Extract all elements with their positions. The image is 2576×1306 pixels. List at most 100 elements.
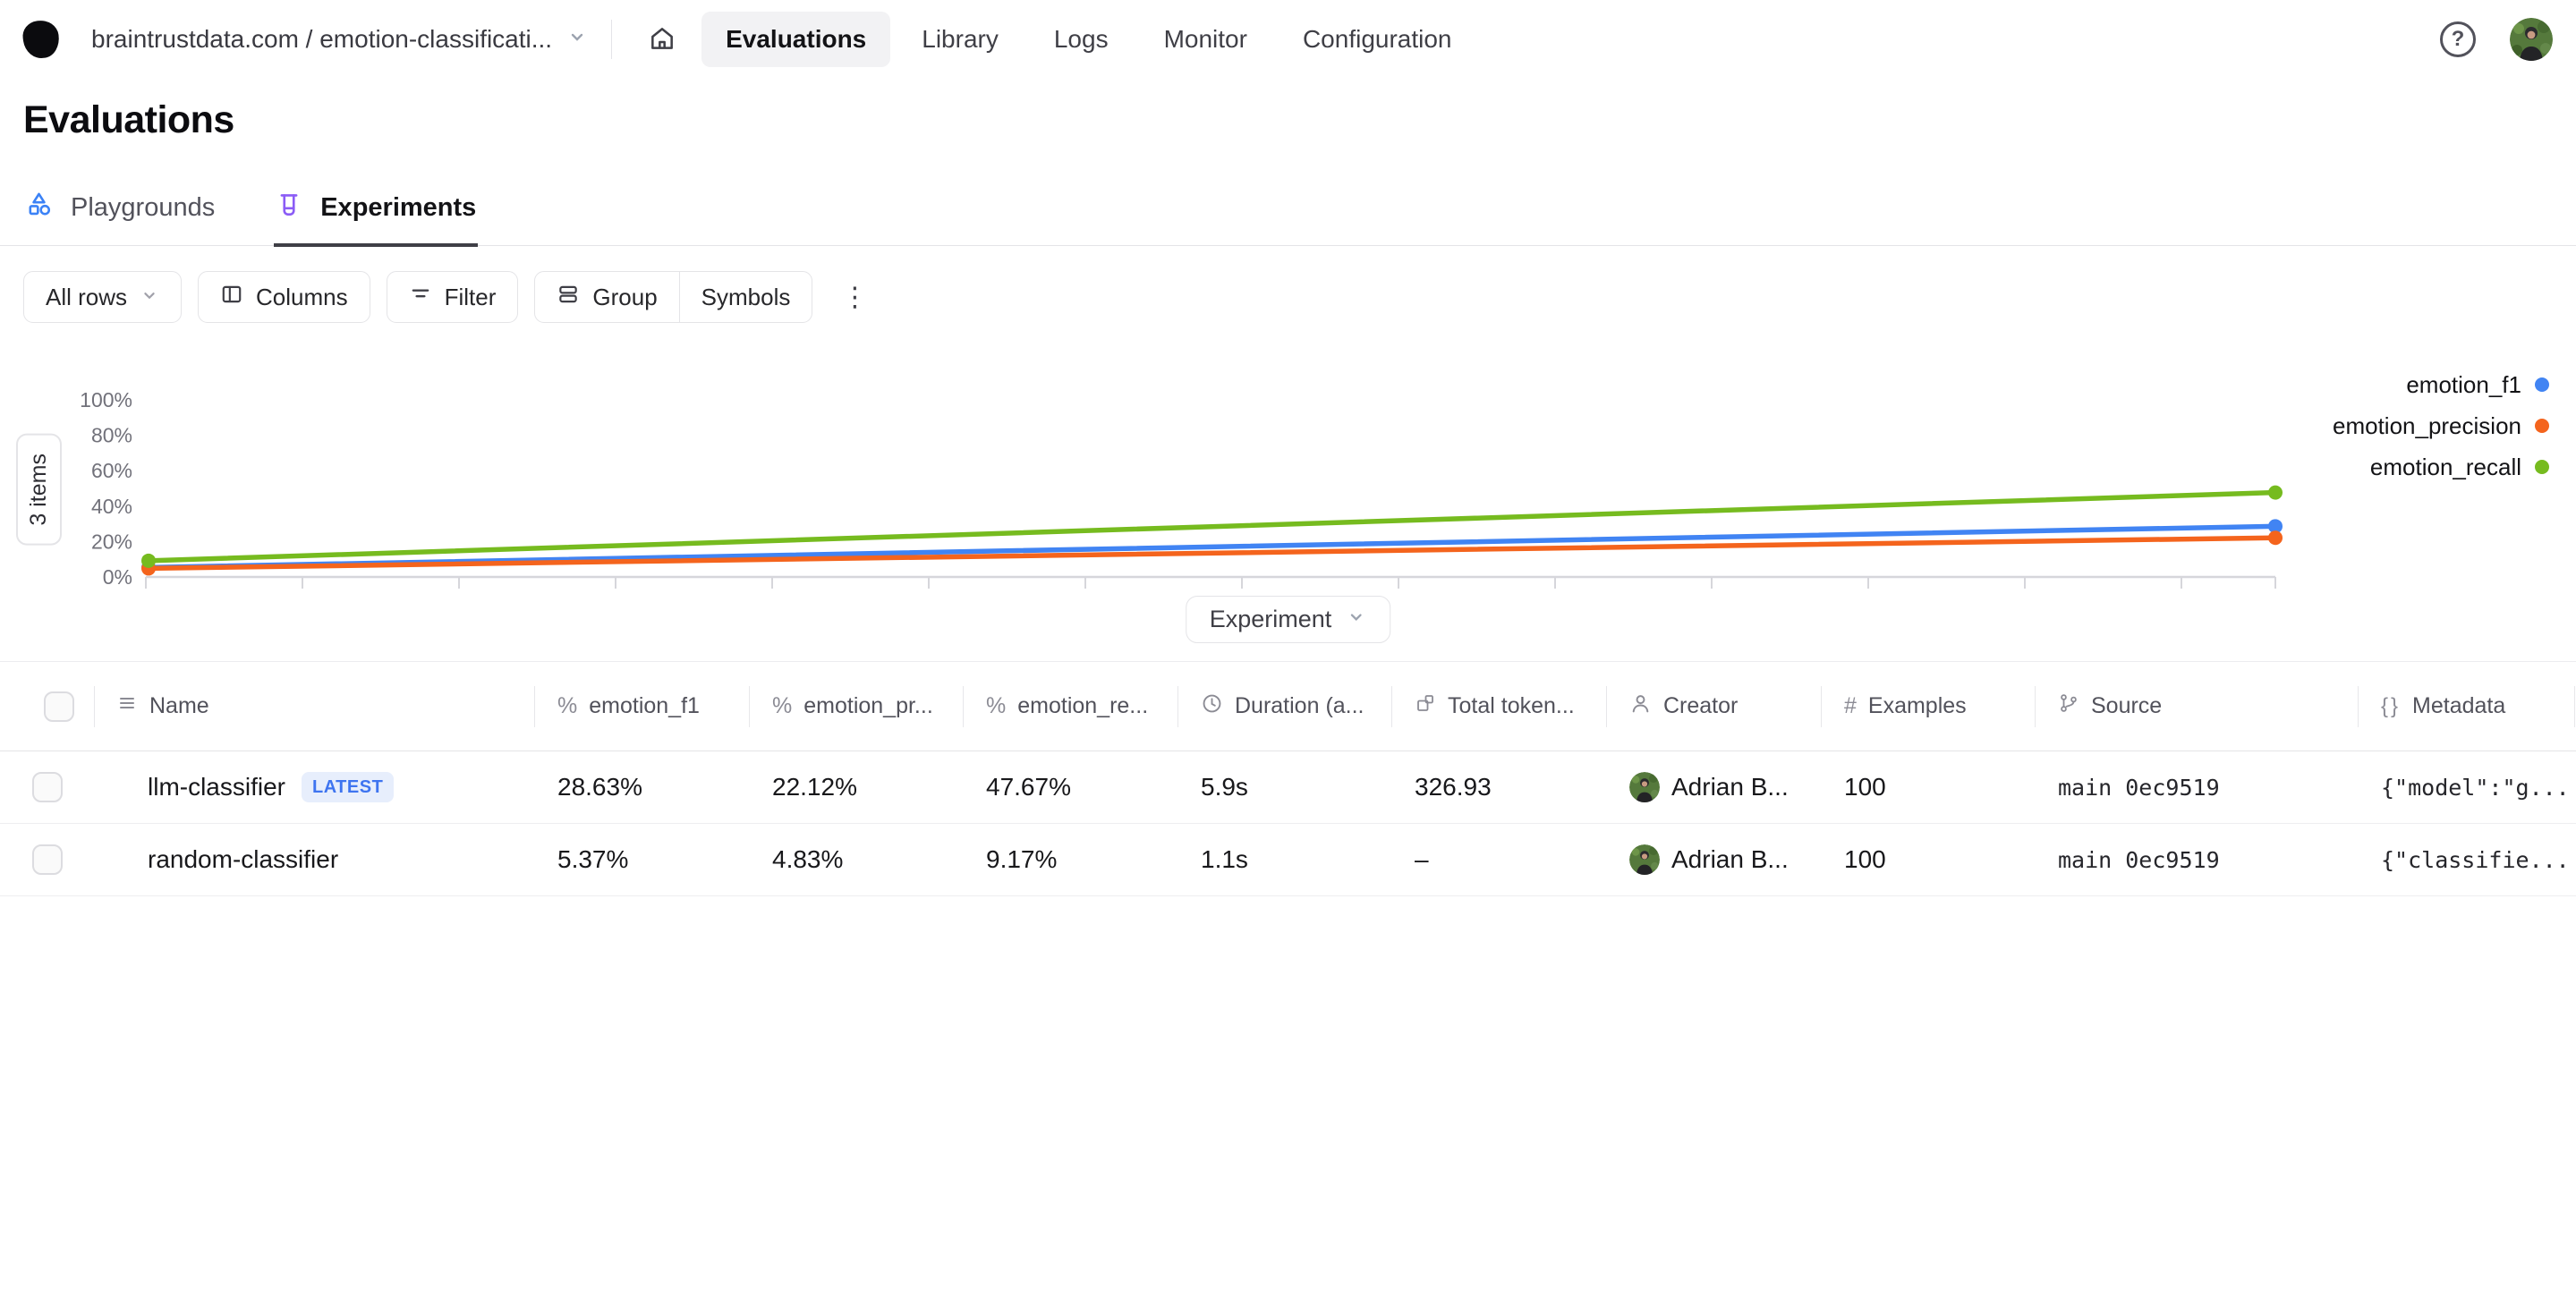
svg-text:20%: 20% [91,530,132,553]
table-row[interactable]: llm-classifier LATEST 28.63% 22.12% 47.67% 5.… [0,751,2576,824]
legend-label: emotion_precision [2332,411,2521,439]
select-all-checkbox[interactable] [43,691,74,722]
page-title: Evaluations [23,98,234,141]
x-axis-selector-label: Experiment [1209,606,1332,632]
percent-icon: % [557,693,578,718]
cell-emotion_recall: 9.17% [986,845,1058,873]
row-select-cell [0,772,94,802]
column-header-duration[interactable]: Duration (a... [1177,662,1391,751]
columns-label: Columns [256,283,348,310]
legend-item-emotion_precision[interactable]: emotion_precision [2333,405,2549,446]
row-checkbox[interactable] [31,772,63,802]
x-axis-selector-button[interactable]: Experiment [1185,596,1391,643]
nav-item-library[interactable]: Library [897,12,1023,67]
filter-label: Filter [444,283,497,310]
cell-metadata: {"classifie... [2381,846,2570,873]
hash-icon: # [1844,693,1857,718]
tokens-icon [1415,692,1436,720]
project-breadcrumb[interactable]: braintrustdata.com / emotion-classificat… [91,25,588,54]
items-count-label: 3 items [26,454,51,526]
column-header-source[interactable]: Source [2035,662,2358,751]
legend-label: emotion_f1 [2406,370,2521,398]
svg-text:0%: 0% [103,565,132,589]
column-header-creator[interactable]: Creator [1606,662,1821,751]
column-header-total_tokens[interactable]: Total token... [1391,662,1606,751]
table-body: llm-classifier LATEST 28.63% 22.12% 47.67% 5.… [0,751,2576,896]
cell-examples: 100 [1844,773,1886,801]
chevron-down-icon [140,284,159,311]
column-label: Duration (a... [1235,693,1365,718]
cell-emotion_recall: 47.67% [986,773,1071,801]
cell-duration: 5.9s [1201,773,1248,801]
column-label: Metadata [2412,693,2506,718]
filter-button[interactable]: Filter [386,271,519,323]
svg-text:80%: 80% [91,424,132,447]
cell-examples: 100 [1844,845,1886,873]
cell-duration: 1.1s [1201,845,1248,873]
cell-source: main 0ec9519 [2058,774,2220,801]
topbar: braintrustdata.com / emotion-classificat… [0,0,2576,79]
user-avatar[interactable] [2510,18,2553,61]
nav-item-configuration[interactable]: Configuration [1279,12,1476,67]
cell-creator: Adrian B... [1606,844,1821,875]
column-label: Source [2091,693,2163,718]
column-label: Name [149,693,209,718]
chevron-down-icon [566,25,588,54]
group-button[interactable]: Group [535,272,678,322]
beaker-icon [276,191,302,225]
creator-name: Adrian B... [1671,845,1789,873]
tab-label: Playgrounds [71,193,216,222]
topbar-divider [611,20,613,59]
items-count-badge[interactable]: 3 items [16,434,62,546]
creator-avatar [1629,772,1660,802]
rows-filter-label: All rows [46,283,128,310]
grip-lines-icon [116,692,138,720]
symbols-button[interactable]: Symbols [678,272,812,322]
cell-total_tokens: – [1415,845,1429,873]
column-header-name[interactable]: Name [94,662,534,751]
nav-item-evaluations[interactable]: Evaluations [701,12,891,67]
row-checkbox[interactable] [31,844,63,875]
legend-item-emotion_f1[interactable]: emotion_f1 [2406,364,2549,405]
svg-text:40%: 40% [91,495,132,518]
svg-text:100%: 100% [80,388,132,411]
help-button[interactable]: ? [2440,21,2476,57]
columns-button[interactable]: Columns [198,271,370,323]
tab-experiments[interactable]: Experiments [274,191,479,247]
nav-item-logs[interactable]: Logs [1030,12,1133,67]
rows-filter-button[interactable]: All rows [23,271,183,323]
home-button[interactable] [639,15,685,64]
legend-item-emotion_recall[interactable]: emotion_recall [2370,446,2549,488]
legend-dot [2535,460,2549,474]
cell-source: main 0ec9519 [2058,846,2220,873]
cell-total_tokens: 326.93 [1415,773,1492,801]
cell-emotion_precision: 4.83% [772,845,844,873]
column-label: emotion_f1 [589,693,700,718]
tab-playgrounds[interactable]: Playgrounds [23,191,217,245]
experiment-name-cell[interactable]: random-classifier [94,845,534,874]
question-icon: ? [2451,27,2465,51]
creator-avatar [1629,844,1660,875]
chevron-down-icon [1346,606,1366,633]
braintrust-logo [21,18,62,61]
branch-icon [2058,692,2079,720]
column-header-emotion_recall[interactable]: % emotion_re... [963,662,1177,751]
experiment-name-cell[interactable]: llm-classifier LATEST [94,772,534,802]
column-header-emotion_precision[interactable]: % emotion_pr... [749,662,963,751]
creator-name: Adrian B... [1671,773,1789,801]
view-tabs: Playgrounds Experiments [0,191,2576,247]
symbols-label: Symbols [701,283,791,310]
column-header-examples[interactable]: # Examples [1821,662,2035,751]
table-header-row: Name% emotion_f1 % emotion_pr...% emotion_re… [0,662,2576,751]
line-chart[interactable]: 0% 20% 40% 60% 80% 100% [0,362,2576,661]
column-header-emotion_f1[interactable]: % emotion_f1 [534,662,749,751]
experiments-table: Name% emotion_f1 % emotion_pr...% emotion_re… [0,662,2576,896]
cell-emotion_f1: 28.63% [557,773,642,801]
column-label: Total token... [1448,693,1575,718]
more-options-button[interactable]: ⋮ [829,275,880,320]
nav-item-monitor[interactable]: Monitor [1140,12,1271,67]
table-row[interactable]: random-classifier 5.37% 4.83% 9.17% 1.1s – Adr… [0,824,2576,896]
column-label: emotion_re... [1017,693,1149,718]
column-header-metadata[interactable]: {} Metadata [2358,662,2576,751]
cell-emotion_precision: 22.12% [772,773,857,801]
